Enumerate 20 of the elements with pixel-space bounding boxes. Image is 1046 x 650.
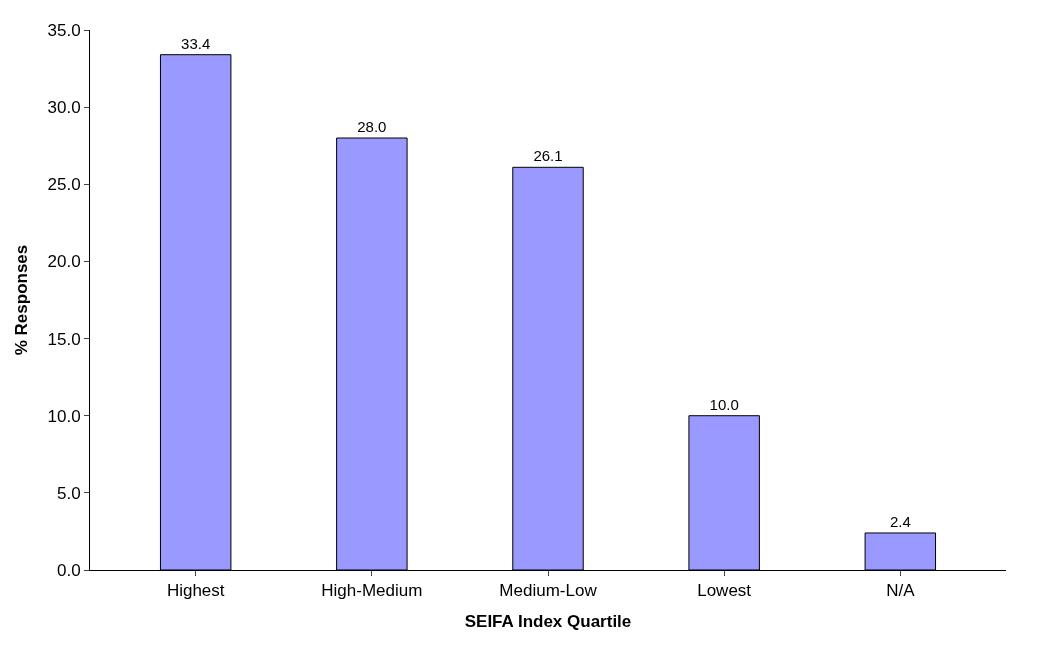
x-axis-title: SEIFA Index Quartile <box>464 611 632 631</box>
data-label: 2.4 <box>889 512 911 530</box>
y-tick-label: 0.0 <box>56 560 81 580</box>
data-label: 33.4 <box>181 34 211 52</box>
data-label: 10.0 <box>709 395 739 413</box>
y-axis-title: % Responses <box>12 244 32 356</box>
y-tick-label: 15.0 <box>47 329 81 349</box>
data-label: 28.0 <box>357 118 387 135</box>
data-label: 26.1 <box>533 147 563 165</box>
x-tick-label: N/A <box>886 581 916 601</box>
x-tick-label: High-Medium <box>321 581 423 601</box>
y-tick-label: 30.0 <box>47 98 81 118</box>
x-tick-label: Medium-Low <box>499 581 598 601</box>
y-tick-label: 35.0 <box>47 20 81 40</box>
x-tick-label: Lowest <box>697 581 752 601</box>
y-tick-label: 25.0 <box>47 175 81 195</box>
x-tick-label: Highest <box>166 581 225 601</box>
y-tick-label: 20.0 <box>47 252 81 272</box>
y-tick-label: 5.0 <box>56 483 81 503</box>
y-tick-label: 10.0 <box>47 406 81 426</box>
